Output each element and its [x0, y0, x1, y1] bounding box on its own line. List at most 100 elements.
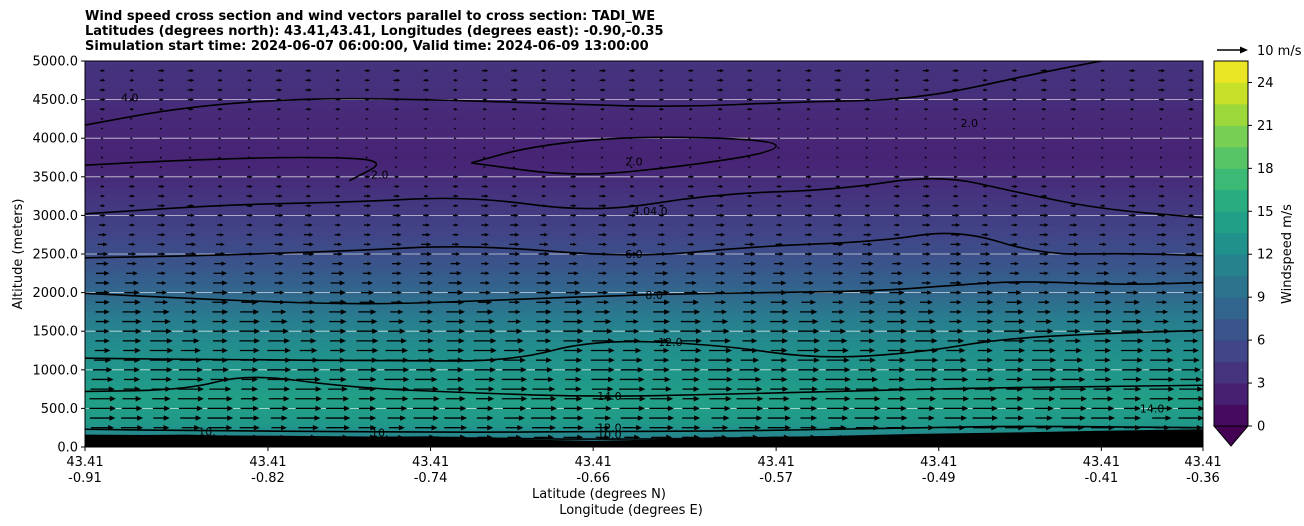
wind-vector-head [1044, 223, 1049, 227]
wind-vector-head [337, 107, 341, 111]
wind-vector-head [983, 117, 987, 121]
wind-vector-head [279, 271, 284, 276]
wind-vector-head [663, 357, 670, 363]
wind-vector-head [101, 78, 106, 82]
contour-label: 2.0 [625, 155, 643, 168]
wind-vector-head [427, 280, 434, 286]
wind-vector-head [370, 386, 377, 392]
wind-vector-head [281, 318, 288, 325]
wind-vector-head [808, 175, 812, 179]
wind-vector-head [1046, 425, 1052, 431]
wind-vector-head [1042, 156, 1045, 159]
wind-vector-head [250, 271, 255, 276]
wind-vector-head [573, 242, 577, 247]
wind-vector-head [131, 78, 135, 82]
wind-vector-head [691, 261, 696, 266]
wind-vector-head [602, 203, 607, 208]
wind-vector-head [280, 309, 287, 315]
wind-vector-head [721, 434, 728, 440]
wind-vector-head [1130, 127, 1134, 130]
wind-vector-head [194, 347, 201, 354]
wind-vector-head [837, 184, 841, 188]
wind-vector-head [309, 271, 315, 276]
wind-vector-head [777, 146, 781, 149]
wind-vector-head [285, 367, 292, 373]
wind-vector-head [1014, 261, 1019, 266]
wind-vector-head [751, 299, 757, 305]
wind-vector-head [778, 233, 783, 237]
wind-vector-head [367, 194, 371, 198]
wind-vector-head [248, 78, 253, 82]
wind-vector-head [1161, 213, 1166, 218]
wind-vector-head [836, 127, 839, 130]
wind-vector-head [488, 386, 495, 392]
wind-vector-head [901, 328, 908, 334]
wind-vector-head [366, 88, 370, 92]
contour-line-4-0 [85, 61, 1102, 126]
wind-vector-head [723, 415, 730, 421]
wind-vector-head [1014, 175, 1018, 179]
wind-vector-head [454, 117, 457, 120]
x-tick-label-lat: 43.41 [1083, 455, 1120, 470]
wind-vector-head [1135, 386, 1142, 392]
wind-vector-head [1134, 434, 1141, 441]
wind-vector-head [167, 357, 174, 363]
wind-vector-head [1043, 88, 1048, 92]
wind-vector-head [660, 69, 664, 73]
wind-vector-head [190, 204, 195, 208]
wind-vector-head [895, 127, 898, 130]
wind-vector-head [987, 299, 994, 305]
wind-vector-head [1014, 223, 1018, 227]
wind-vector-head [720, 213, 725, 218]
wind-vector-head [550, 396, 557, 402]
wind-vector-head [550, 405, 557, 412]
wind-vector-head [777, 137, 781, 140]
wind-vector-head [926, 242, 931, 247]
wind-vector-head [101, 156, 104, 159]
wind-vector-head [218, 137, 222, 140]
wind-vector-head [690, 213, 695, 218]
wind-vector-head [253, 425, 260, 431]
wind-vector-head [839, 319, 846, 325]
wind-vector-head [1103, 261, 1109, 266]
wind-vector-head [1189, 117, 1193, 121]
wind-vector-head [1191, 232, 1196, 237]
wind-vector-head [837, 204, 842, 208]
wind-vector-head [608, 357, 615, 363]
wind-vector-head [546, 367, 553, 373]
wind-vector-head [987, 289, 994, 296]
wind-vector-head [1014, 184, 1018, 189]
speed-band [85, 129, 1203, 137]
wind-vector-head [166, 367, 173, 373]
wind-vector-head [1042, 127, 1045, 130]
wind-vector-head [485, 213, 490, 218]
speed-band [85, 356, 1203, 363]
wind-vector-head [1161, 88, 1166, 92]
wind-vector-head [721, 300, 727, 305]
wind-vector-head [542, 127, 545, 130]
speed-band [85, 167, 1203, 175]
contour-line-8-0 [85, 281, 1203, 305]
wind-vector-head [660, 156, 663, 159]
wind-vector-head [750, 232, 755, 237]
wind-vector-head [900, 338, 907, 344]
wind-vector-head [280, 299, 286, 305]
wind-vector-head [693, 405, 700, 412]
wind-vector-head [955, 69, 959, 73]
wind-vector-head [782, 299, 789, 305]
wind-vector-head [543, 213, 547, 217]
wind-vector-head [370, 396, 377, 402]
wind-vector-head [454, 146, 457, 149]
wind-vector-head [308, 232, 314, 237]
wind-vector-head [1164, 328, 1171, 334]
wind-vector-head [663, 289, 670, 296]
wind-vector-head [424, 146, 428, 149]
wind-vector-head [1197, 386, 1203, 392]
chart-title-line-1: Wind speed cross section and wind vector… [85, 9, 656, 24]
wind-vector-head [778, 78, 782, 82]
wind-vector-head [370, 376, 377, 383]
speed-band [85, 246, 1203, 253]
wind-vector-head [104, 347, 111, 354]
wind-vector-head [810, 299, 817, 305]
wind-vector-head [455, 175, 459, 179]
